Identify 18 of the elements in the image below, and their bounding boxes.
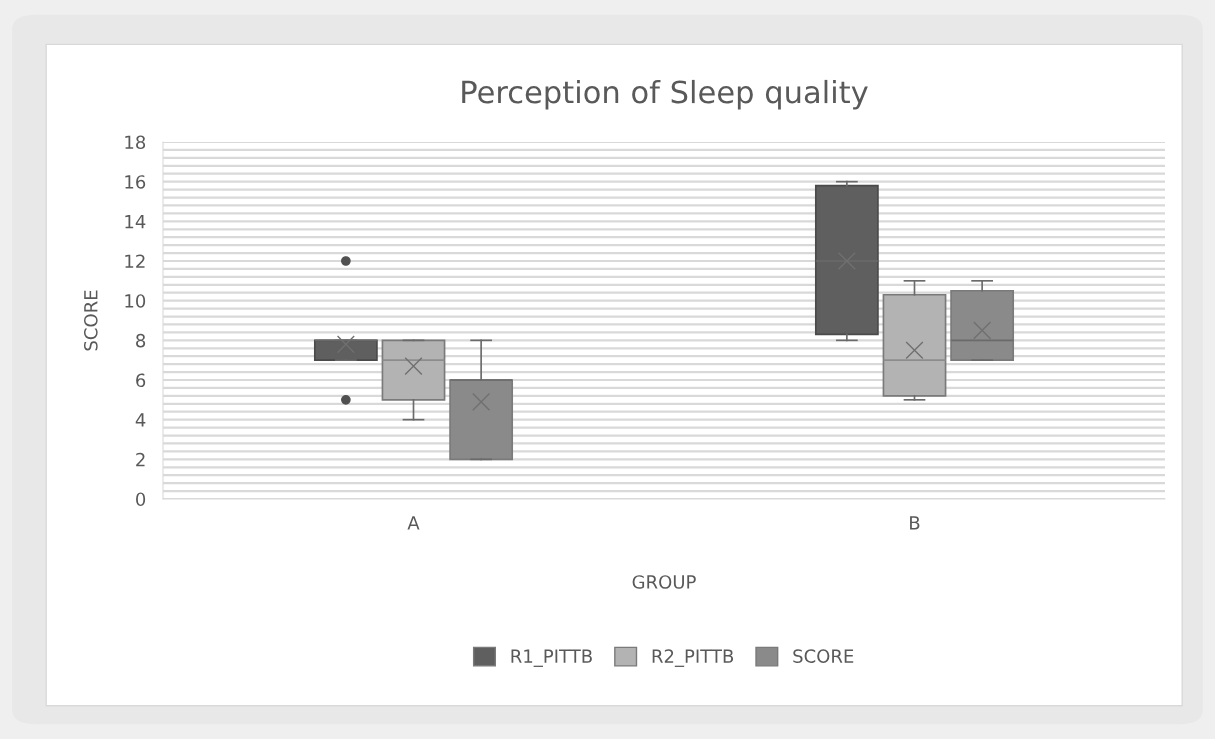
x-tick-label: B [910,516,920,530]
y-tick-label: 10 [125,294,146,308]
chart-title: Perception of Sleep quality [462,79,868,110]
y-tick-label: 0 [136,492,146,507]
y-tick-label: 16 [125,175,146,189]
y-tick-label: 6 [136,373,146,388]
y-tick-label: 4 [135,413,146,427]
y-axis-title: SCORE [83,290,98,351]
legend-label: R2_PITTB [652,649,734,667]
legend-label: SCORE [793,649,854,663]
y-tick-label: 12 [125,254,145,268]
y-tick-label: 2 [136,452,145,467]
y-tick-label: 14 [125,215,146,229]
legend-label: R1_PITTB [511,649,592,667]
y-tick-label: 18 [125,135,146,150]
y-tick-label: 8 [136,333,146,348]
x-tick-label: A [407,516,420,530]
x-axis-title: GROUP [632,575,696,589]
